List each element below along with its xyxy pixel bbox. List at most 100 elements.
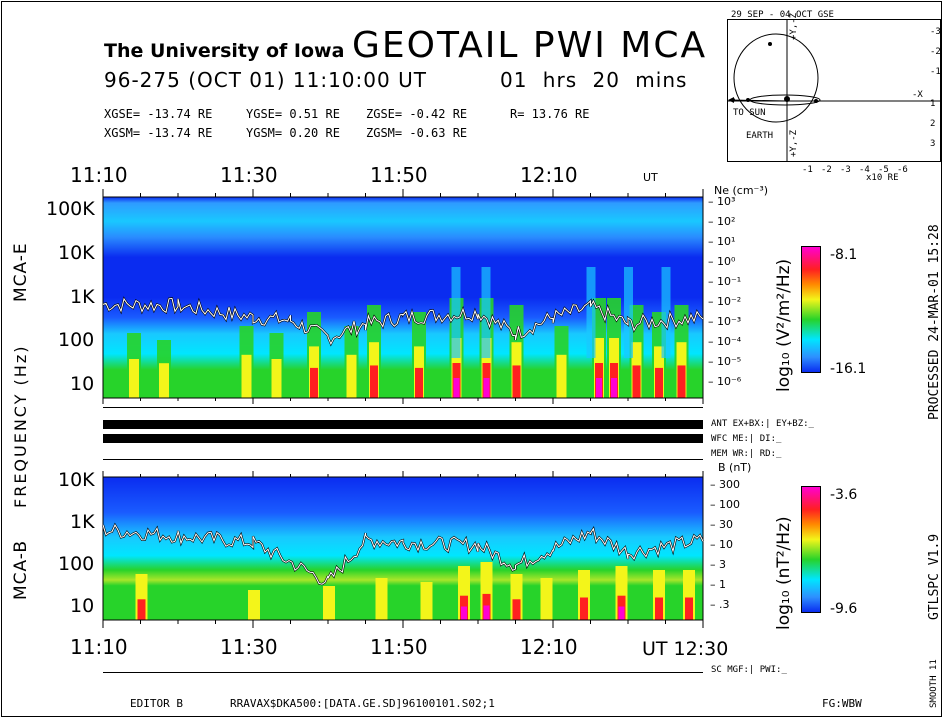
orbit-x-tick: -4 [859, 165, 870, 175]
ant-status-bar [103, 420, 703, 429]
orbit-title: 29 SEP - 04 OCT GSE [731, 10, 834, 20]
file-path: RRAVAX$DKA500:[DATA.GE.SD]96100101.S02;1 [230, 697, 495, 710]
mca-b-y-tick-label: 10K [58, 469, 95, 492]
mca-e-y-tick-label: 1K [70, 285, 95, 308]
mca-e-burst-yellow [556, 354, 567, 398]
orbit-plot [727, 19, 941, 162]
mca-b-burst-magenta [461, 606, 467, 620]
mca-b-burst-yellow [540, 578, 553, 620]
mca-b-burst-red [580, 597, 588, 620]
ant-status: ANT EX+BX:| EY+BZ:_ [711, 419, 814, 429]
mca-e-burst-red [370, 365, 378, 398]
mca-b-burst-yellow [248, 590, 260, 620]
orbit-x-label: -X [912, 90, 923, 100]
mca-e-burst-magenta [483, 378, 490, 398]
mca-b-colorbar [801, 486, 821, 613]
ne-label: Ne (cm⁻³) [714, 184, 769, 197]
mem-status: MEM WR:| RD:_ [711, 449, 782, 459]
mca-e-y-tick-label: 10 [70, 372, 95, 395]
ygse: YGSE= 0.51 RE [246, 107, 340, 121]
b-tick-label: – 3 [710, 558, 726, 571]
mca-e-colorbar-min: -16.1 [830, 361, 867, 377]
xgsm: XGSM= -13.74 RE [104, 126, 213, 140]
mca-e-burst-yellow [241, 354, 252, 398]
orbit-y-tick: 2 [930, 119, 936, 129]
mca-b-burst-yellow [420, 582, 433, 620]
b-tick-label: – 300 [710, 478, 740, 491]
orbit-units: x10 RE [866, 173, 899, 183]
mca-e-burst-red [655, 367, 663, 398]
mca-b-burst-yellow [323, 586, 335, 620]
mca-b-y-tick-label: 1K [70, 511, 95, 534]
zgse: ZGSE= -0.42 RE [366, 107, 468, 121]
xgse: XGSE= -13.74 RE [104, 107, 213, 121]
orbit-y-tick: 1 [930, 99, 936, 109]
ne-tick-label: – 10⁰ [708, 255, 736, 268]
zgsm: ZGSM= -0.63 RE [366, 126, 468, 140]
page-title: GEOTAIL PWI MCA [352, 25, 708, 66]
mca-e-emission-column [624, 267, 633, 358]
bottom-time-label: 11:50 [370, 635, 428, 659]
orbit-x-tick: -5 [878, 165, 889, 175]
mca-b-y-tick-label: 100 [58, 553, 95, 576]
mca-e-burst-yellow [129, 359, 139, 398]
university-name: The University of Iowa [104, 40, 345, 62]
mca-e-emission-column [586, 267, 596, 358]
ne-tick-label: – 10³ [708, 195, 736, 208]
orbit-y-tick: -1 [930, 67, 941, 77]
orbit-x-tick: -3 [840, 165, 851, 175]
mca-e-emission-column [451, 267, 461, 358]
mca-b-colorbar-min: -9.6 [830, 601, 858, 617]
fg-label: FG:WBW [822, 697, 862, 710]
mca-b-background [103, 477, 703, 620]
ne-tick-label: – 10⁻¹ [708, 275, 742, 288]
mca-b-overlay-line [102, 523, 704, 585]
ne-tick-label: – 10⁻² [708, 295, 742, 308]
mca-e-burst-red [512, 365, 521, 398]
orbit-earth: EARTH [746, 131, 774, 141]
duration: 01 hrs 20 mins [500, 68, 688, 92]
orbit-y-tick: 3 [930, 139, 936, 149]
orbit-y-tick: -2 [930, 47, 941, 57]
mca-e-y-tick-label: 10K [58, 241, 95, 264]
orbit-to-sun: TO SUN [733, 108, 766, 118]
bottom-ut-label: UT 12:30 [642, 638, 729, 660]
mca-e-burst-yellow [159, 363, 169, 398]
mca-e-overlay-line [102, 297, 704, 346]
mca-e-emission-column [661, 267, 671, 358]
mem-status-line [103, 459, 703, 460]
top-time-label: 11:30 [220, 163, 278, 187]
mca-e-colorbar-max: -8.1 [830, 247, 858, 263]
mca-e-emission-column [481, 267, 491, 358]
mca-e-burst-red [632, 365, 641, 398]
mca-b-burst-red [512, 599, 521, 620]
b-label: B (nT) [718, 461, 752, 474]
bottom-time-label: 12:10 [520, 635, 578, 659]
top-time-label: 11:10 [70, 163, 128, 187]
r-distance: R= 13.76 RE [510, 107, 590, 121]
wfc-status-bar [103, 434, 703, 443]
mca-b-burst-magenta [618, 606, 625, 620]
top-time-label: 12:10 [520, 163, 578, 187]
ne-tick-label: – 10⁻⁵ [708, 355, 742, 368]
ygsm: YGSM= 0.20 RE [246, 126, 340, 140]
mca-e-burst-red [310, 367, 318, 398]
top-time-label: 11:50 [370, 163, 428, 187]
mca-e-burst-red [415, 367, 423, 398]
ne-tick-label: – 10⁻⁶ [708, 375, 742, 388]
bottom-time-label: 11:30 [220, 635, 278, 659]
orbit-y-tick: -3 [930, 27, 941, 37]
orbit-x-tick: -6 [897, 165, 908, 175]
b-tick-label: – 100 [710, 498, 740, 511]
mca-e-y-tick-label: 100 [58, 329, 95, 352]
b-tick-label: – 1 [710, 578, 726, 591]
mca-e-burst-yellow [346, 354, 357, 398]
sc-status-line [103, 672, 703, 673]
date-line: 96-275 (OCT 01) 11:10:00 UT [104, 68, 427, 92]
b-tick-label: – 30 [710, 518, 733, 531]
